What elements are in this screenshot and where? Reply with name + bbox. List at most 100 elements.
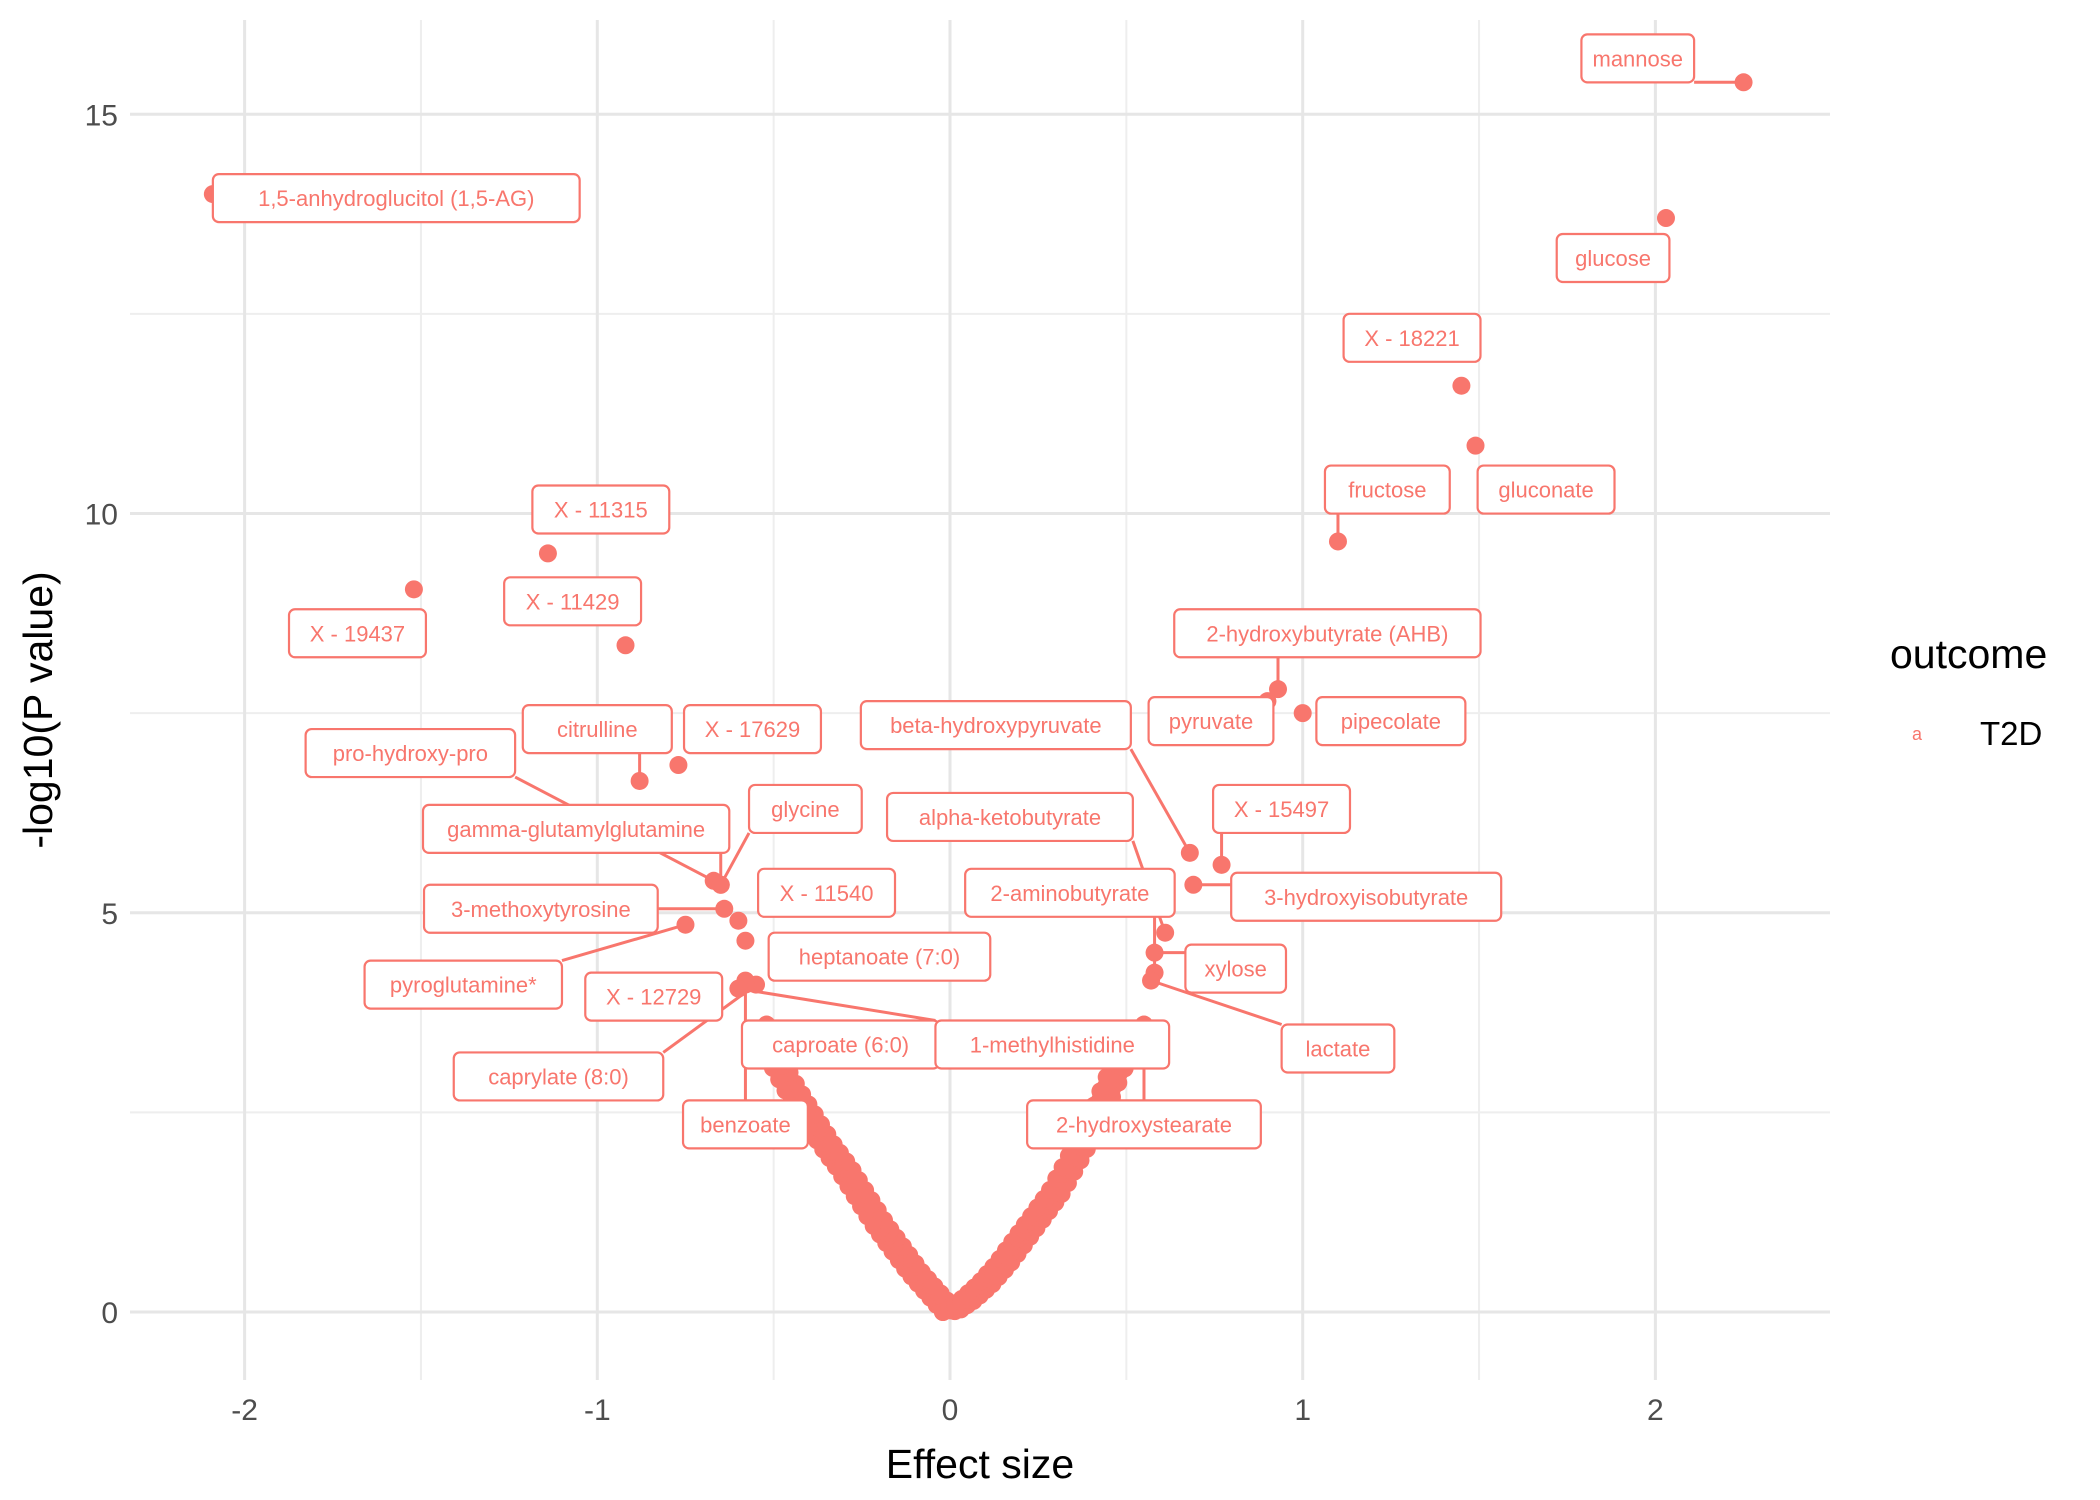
point-labels: mannose 1,5-anhydroglucitol (1,5-AG) gluco… <box>211 33 1696 1150</box>
label-box <box>1173 608 1482 659</box>
label-text: benzoate <box>700 1112 791 1137</box>
y-tick-label: 5 <box>101 898 118 931</box>
label-text: 2-aminobutyrate <box>990 881 1149 906</box>
label-box <box>885 791 1134 843</box>
label-text: caproate (6:0) <box>772 1033 909 1058</box>
data-point-labeled <box>1734 73 1753 92</box>
y-tick-label: 0 <box>101 1297 118 1330</box>
label-box <box>1230 871 1503 922</box>
label-text: fructose <box>1348 478 1426 503</box>
data-point-labeled <box>711 875 730 894</box>
label-box <box>1280 1023 1396 1074</box>
legend-key-glyph: a <box>1912 724 1923 744</box>
label-text: 3-hydroxyisobutyrate <box>1264 885 1468 910</box>
label-box <box>1026 1099 1262 1150</box>
label-connector <box>719 832 751 886</box>
label-text: 2-hydroxystearate <box>1056 1112 1232 1137</box>
label-text: gamma-glutamylglutamine <box>447 817 705 842</box>
label-text: 1-methylhistidine <box>970 1033 1135 1058</box>
data-point-labeled <box>1269 680 1288 699</box>
label-text: X - 11315 <box>554 498 648 523</box>
label-box <box>422 883 659 934</box>
data-point-labeled <box>715 899 734 918</box>
y-axis-ticks: 0 5 10 15 <box>85 99 118 1330</box>
label-text: gluconate <box>1498 478 1593 503</box>
y-axis-title: -log10(P value) <box>15 571 61 848</box>
label-text: pipecolate <box>1341 709 1441 734</box>
data-point-labeled <box>1328 532 1347 551</box>
data-point-labeled <box>1656 209 1675 228</box>
label-box <box>757 867 897 918</box>
data-point-labeled <box>538 544 557 563</box>
label-box <box>934 1019 1171 1070</box>
data-point-labeled <box>1466 436 1485 455</box>
label-text: pyroglutamine* <box>390 973 537 998</box>
x-axis-ticks: -2 -1 0 1 2 <box>231 1394 1663 1427</box>
label-box <box>452 1051 665 1102</box>
label-box <box>1580 33 1696 84</box>
label-box <box>1147 696 1275 747</box>
label-text: X - 11429 <box>526 589 620 614</box>
label-box <box>584 971 724 1022</box>
x-tick-label: -2 <box>231 1394 258 1427</box>
x-tick-label: 2 <box>1647 1394 1664 1427</box>
label-box <box>1211 783 1352 835</box>
label-box <box>531 484 671 535</box>
label-text: citrulline <box>557 717 638 742</box>
label-connector <box>1129 748 1192 854</box>
y-tick-label: 15 <box>85 99 118 132</box>
label-text: glucose <box>1575 246 1651 271</box>
label-connector <box>561 923 686 963</box>
label-box <box>211 172 581 224</box>
label-text: beta-hydroxypyruvate <box>890 713 1102 738</box>
data-point-labeled <box>1156 923 1175 942</box>
data-point-labeled <box>1142 971 1161 990</box>
label-text: X - 15497 <box>1234 797 1329 822</box>
label-text: glycine <box>771 797 839 822</box>
data-point-labeled <box>616 636 635 655</box>
label-text: caprylate (8:0) <box>488 1064 629 1089</box>
data-point-labeled <box>669 756 688 775</box>
data-point-labeled <box>1293 704 1312 723</box>
label-box <box>421 803 731 855</box>
data-point-labeled <box>1212 855 1231 874</box>
label-box <box>747 783 863 835</box>
data-point-labeled <box>1180 843 1199 862</box>
data-point-labeled <box>736 931 755 950</box>
data-point-labeled <box>1145 943 1164 962</box>
data-point-labeled <box>729 979 748 998</box>
label-text: heptanoate (7:0) <box>799 945 960 970</box>
data-points <box>203 73 1753 1321</box>
label-text: xylose <box>1205 957 1267 982</box>
label-box <box>503 576 643 627</box>
x-tick-label: -1 <box>584 1394 611 1427</box>
label-box <box>859 700 1132 751</box>
label-box <box>287 608 428 659</box>
label-box <box>521 703 673 755</box>
label-box <box>363 959 564 1010</box>
data-point-labeled <box>676 915 695 934</box>
legend-title: outcome <box>1890 631 2047 677</box>
label-box <box>964 867 1176 918</box>
x-axis-title: Effect size <box>886 1441 1074 1487</box>
label-text: mannose <box>1593 46 1684 71</box>
data-point-labeled <box>729 911 748 930</box>
data-point-labeled <box>1184 875 1203 894</box>
label-box <box>1555 232 1671 284</box>
label-box <box>1476 464 1616 515</box>
label-text: alpha-ketobutyrate <box>919 805 1101 830</box>
label-text: X - 12729 <box>606 985 701 1010</box>
label-box <box>304 727 517 779</box>
label-connector <box>1150 979 1283 1026</box>
grid-lines <box>130 20 1830 1380</box>
label-text: pyruvate <box>1169 709 1253 734</box>
data-point-labeled <box>1452 376 1471 395</box>
data-point-labeled <box>630 771 649 790</box>
label-text: X - 11540 <box>780 881 874 906</box>
label-text: 1,5-anhydroglucitol (1,5-AG) <box>258 186 534 211</box>
data-point-labeled <box>404 580 423 599</box>
x-tick-label: 1 <box>1294 1394 1311 1427</box>
label-box <box>682 703 823 755</box>
label-text: lactate <box>1306 1036 1371 1061</box>
